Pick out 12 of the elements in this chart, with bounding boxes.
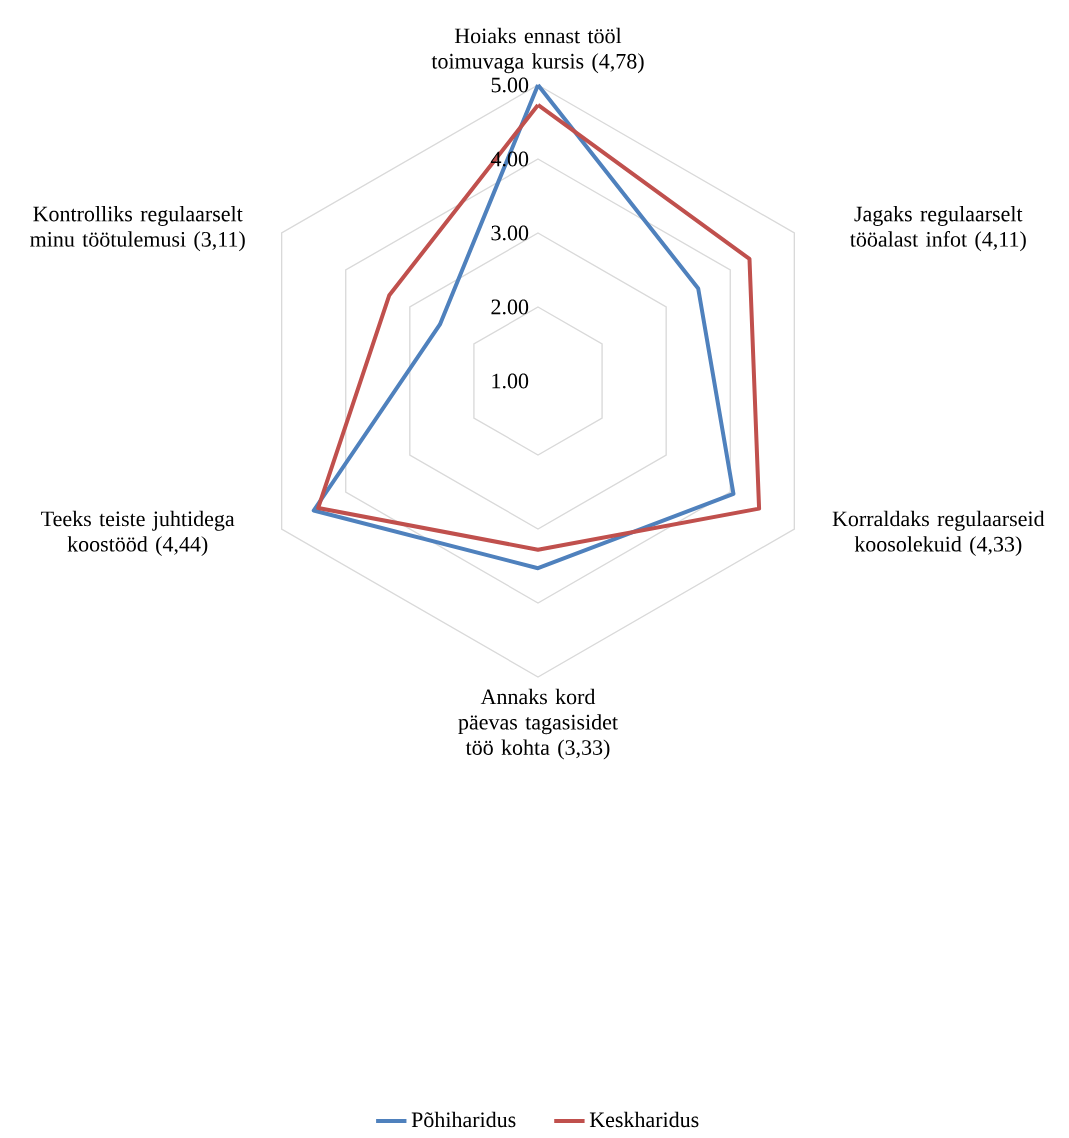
y-tick-label: 3.00 [491, 225, 529, 241]
y-tick-label: 2.00 [491, 299, 529, 315]
spoke-label: Kontrolliks regulaarselt minu töötulemusi (3,11) [30, 205, 245, 252]
y-tick-label: 5.00 [491, 77, 529, 93]
legend-label: Põhiharidus [411, 1111, 516, 1128]
spoke-label: Hoiaks ennast tööl toimuvaga kursis (4,78) [431, 27, 644, 74]
spoke-label: Jagaks regulaarselt tööalast infot (4,11) [850, 205, 1026, 252]
spoke-label: Teeks teiste juhtidega koostööd (4,44) [41, 510, 235, 557]
y-tick-label: 1.00 [492, 373, 529, 389]
spoke-label: Korraldaks regulaarseid koosolekuid (4,33) [832, 510, 1045, 557]
spoke-label: Annaks kord päevas tagasisidet töö kohta (3,33) [458, 688, 618, 760]
legend-label: Keskharidus [589, 1111, 699, 1128]
